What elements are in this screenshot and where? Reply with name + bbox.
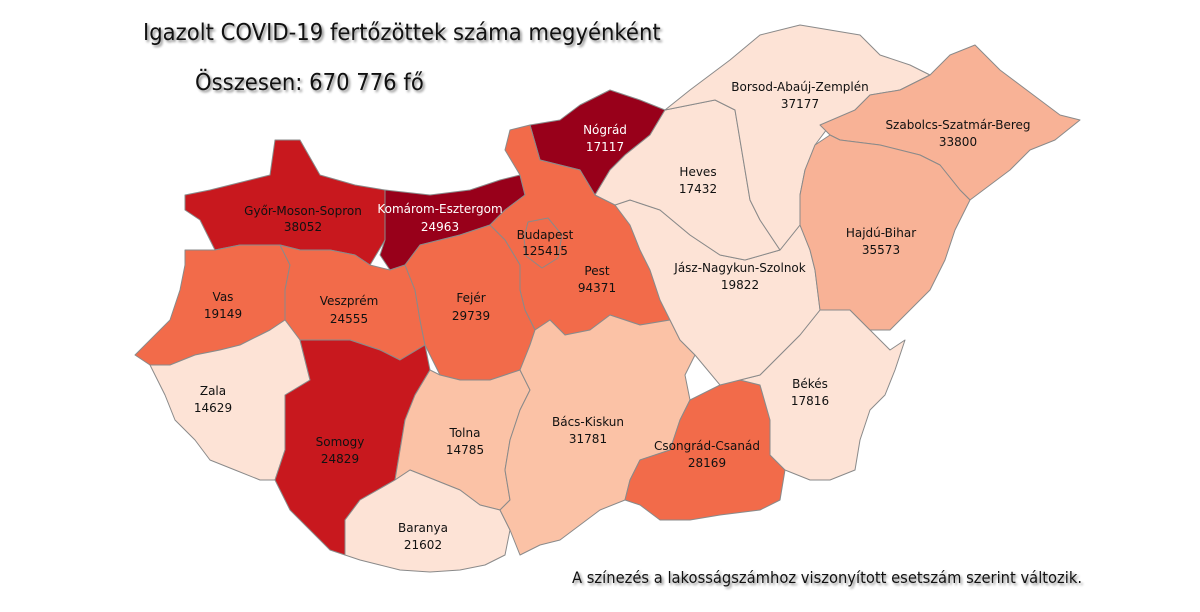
label-vas-name: Vas — [213, 290, 234, 304]
label-bekes-name: Békés — [792, 377, 828, 391]
label-bacs-cases: 31781 — [569, 432, 607, 446]
label-zala-name: Zala — [200, 384, 226, 398]
label-bekes-cases: 17816 — [791, 394, 829, 408]
label-tolna-cases: 14785 — [446, 443, 484, 457]
label-tolna-name: Tolna — [449, 426, 481, 440]
color-note: A színezés a lakosságszámhoz viszonyítot… — [572, 568, 1083, 587]
label-borsod-name: Borsod-Abaúj-Zemplén — [731, 80, 868, 94]
label-szabolcs-name: Szabolcs-Szatmár-Bereg — [885, 118, 1030, 132]
county-budapest[interactable] — [523, 217, 563, 269]
label-fejer-cases: 29739 — [452, 309, 490, 323]
label-borsod-cases: 37177 — [781, 97, 819, 111]
label-pest-cases: 94371 — [578, 281, 616, 295]
label-budapest-cases: 125415 — [522, 244, 568, 258]
label-somogy-name: Somogy — [316, 435, 365, 449]
label-hajdu-name: Hajdú-Bihar — [846, 226, 916, 240]
label-heves-name: Heves — [679, 165, 716, 179]
label-bacs-name: Bács-Kiskun — [552, 415, 624, 429]
label-jasz-cases: 19822 — [721, 278, 759, 292]
label-komarom-cases: 24963 — [421, 220, 459, 234]
label-csongrad-cases: 28169 — [688, 456, 726, 470]
map-title: Igazolt COVID-19 fertőzöttek száma megyé… — [143, 20, 661, 46]
label-nograd-cases: 17117 — [586, 140, 624, 154]
label-somogy-cases: 24829 — [321, 452, 359, 466]
county-baranya[interactable] — [344, 469, 511, 573]
label-fejer-name: Fejér — [456, 291, 485, 305]
label-hajdu-cases: 35573 — [862, 243, 900, 257]
label-baranya-name: Baranya — [398, 521, 448, 535]
label-szabolcs-cases: 33800 — [939, 135, 977, 149]
label-budapest-name: Budapest — [517, 228, 574, 242]
county-hajdu-bihar[interactable] — [799, 134, 971, 331]
label-baranya-cases: 21602 — [404, 538, 442, 552]
label-nograd-name: Nógrád — [583, 123, 627, 137]
label-vas-cases: 19149 — [204, 307, 242, 321]
label-heves-cases: 17432 — [679, 182, 717, 196]
label-komarom-name: Komárom-Esztergom — [377, 202, 502, 216]
county-borsod-abauj-zemplen[interactable] — [664, 24, 931, 251]
label-csongrad-name: Csongrád-Csanád — [654, 439, 760, 453]
total-cases: Összesen: 670 776 fő — [195, 70, 424, 96]
label-gyor-cases: 38052 — [284, 220, 322, 234]
label-zala-cases: 14629 — [194, 401, 232, 415]
label-pest-name: Pest — [584, 264, 609, 278]
label-veszprem-name: Veszprém — [320, 294, 379, 308]
label-jasz-name: Jász-Nagykun-Szolnok — [673, 261, 805, 275]
label-gyor-name: Győr-Moson-Sopron — [244, 204, 362, 218]
label-veszprem-cases: 24555 — [330, 312, 368, 326]
county-labels: Győr-Moson-Sopron 38052 Komárom-Esztergo… — [194, 80, 1031, 552]
